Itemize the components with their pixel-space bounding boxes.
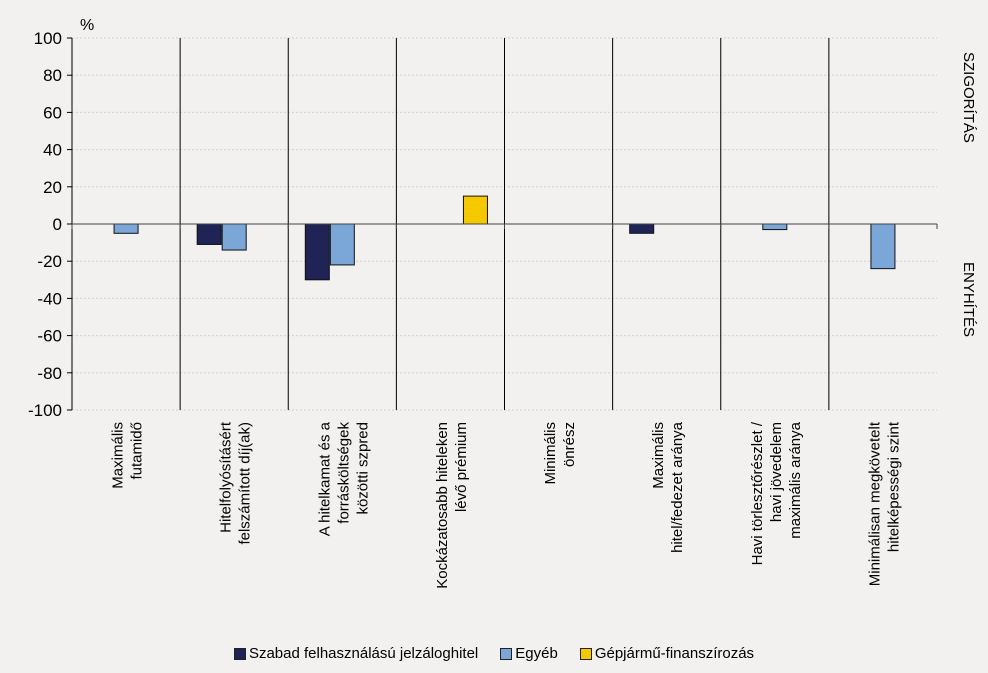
legend: Szabad felhasználású jelzáloghitel Egyéb G…	[0, 645, 988, 662]
right-label-bottom: ENYHÍTÉS	[960, 262, 977, 337]
legend-item: Egyéb	[500, 645, 558, 662]
category-label-line: Kockázatosabb hiteleken	[434, 422, 451, 589]
y-tick-label: -60	[37, 327, 62, 346]
category-label-line: felszámított díj(ak)	[237, 422, 254, 545]
y-axis-label: %	[80, 17, 94, 34]
category-label-line: Maximális	[650, 422, 667, 489]
category-label-line: Minimális	[542, 422, 559, 485]
category-label: Havi törlesztőrészlet / havi jövedelem max…	[749, 421, 804, 565]
category-label-line: hitelképességi szint	[885, 421, 902, 552]
category-label-line: forrásköltségek	[335, 422, 352, 524]
y-tick-label: -80	[37, 364, 62, 383]
category-label-line: hitel/fedezet aránya	[669, 421, 686, 553]
y-tick-label: 40	[43, 141, 62, 160]
bar	[304, 223, 330, 281]
y-tick-label: 100	[34, 29, 62, 48]
bar	[113, 223, 139, 234]
right-label-top: SZIGORÍTÁS	[960, 52, 977, 143]
bar	[462, 195, 488, 225]
category-label: Kockázatosabb hiteleken lévő prémium	[434, 422, 470, 589]
legend-item: Szabad felhasználású jelzáloghitel	[233, 645, 479, 662]
bar	[762, 223, 788, 231]
category-label: Hitelfolyósításért felszámított díj(ak)	[218, 421, 254, 544]
y-tick-label: -20	[37, 252, 62, 271]
category-label-line: önrész	[561, 422, 578, 467]
y-tick-label: 20	[43, 178, 62, 197]
category-label-line: Minimálisan megkövetelt	[866, 421, 883, 586]
y-tick-label: 0	[53, 215, 62, 234]
category-label: Maximális futamidő	[110, 422, 146, 489]
category-label-line: közötti szpred	[354, 422, 371, 515]
bar	[870, 223, 896, 270]
category-label-line: Maximális	[110, 422, 127, 489]
legend-swatch	[500, 647, 513, 660]
legend-item: Gépjármű-finanszírozás	[579, 645, 755, 662]
category-label: Minimális önrész	[542, 422, 578, 485]
bar	[629, 223, 655, 234]
bar	[196, 223, 222, 245]
y-tick-label: 60	[43, 103, 62, 122]
category-label-line: Havi törlesztőrészlet /	[749, 421, 766, 565]
y-tick-label: -40	[37, 289, 62, 308]
bar	[221, 223, 247, 251]
legend-label: Egyéb	[515, 645, 558, 662]
legend-label: Gépjármű-finanszírozás	[594, 645, 755, 662]
legend-swatch	[579, 647, 592, 660]
category-label-line: Hitelfolyósításért	[218, 421, 235, 533]
bar	[329, 223, 355, 266]
category-label-line: maximális aránya	[787, 421, 804, 538]
category-label-line: futamidő	[129, 422, 146, 480]
y-tick-label: 80	[43, 66, 62, 85]
category-label-line: havi jövedelem	[768, 422, 785, 522]
category-label-line: A hitelkamat és a	[316, 421, 333, 536]
category-label: Maximális hitel/fedezet aránya	[650, 421, 686, 553]
legend-label: Szabad felhasználású jelzáloghitel	[248, 645, 479, 662]
category-label: A hitelkamat és a forrásköltségek közötti …	[316, 421, 371, 536]
category-label-line: lévő prémium	[453, 422, 470, 512]
y-tick-label: -100	[28, 401, 62, 420]
category-label: Minimálisan megkövetelt hitelképességi sz…	[866, 421, 902, 586]
legend-swatch	[233, 647, 246, 660]
